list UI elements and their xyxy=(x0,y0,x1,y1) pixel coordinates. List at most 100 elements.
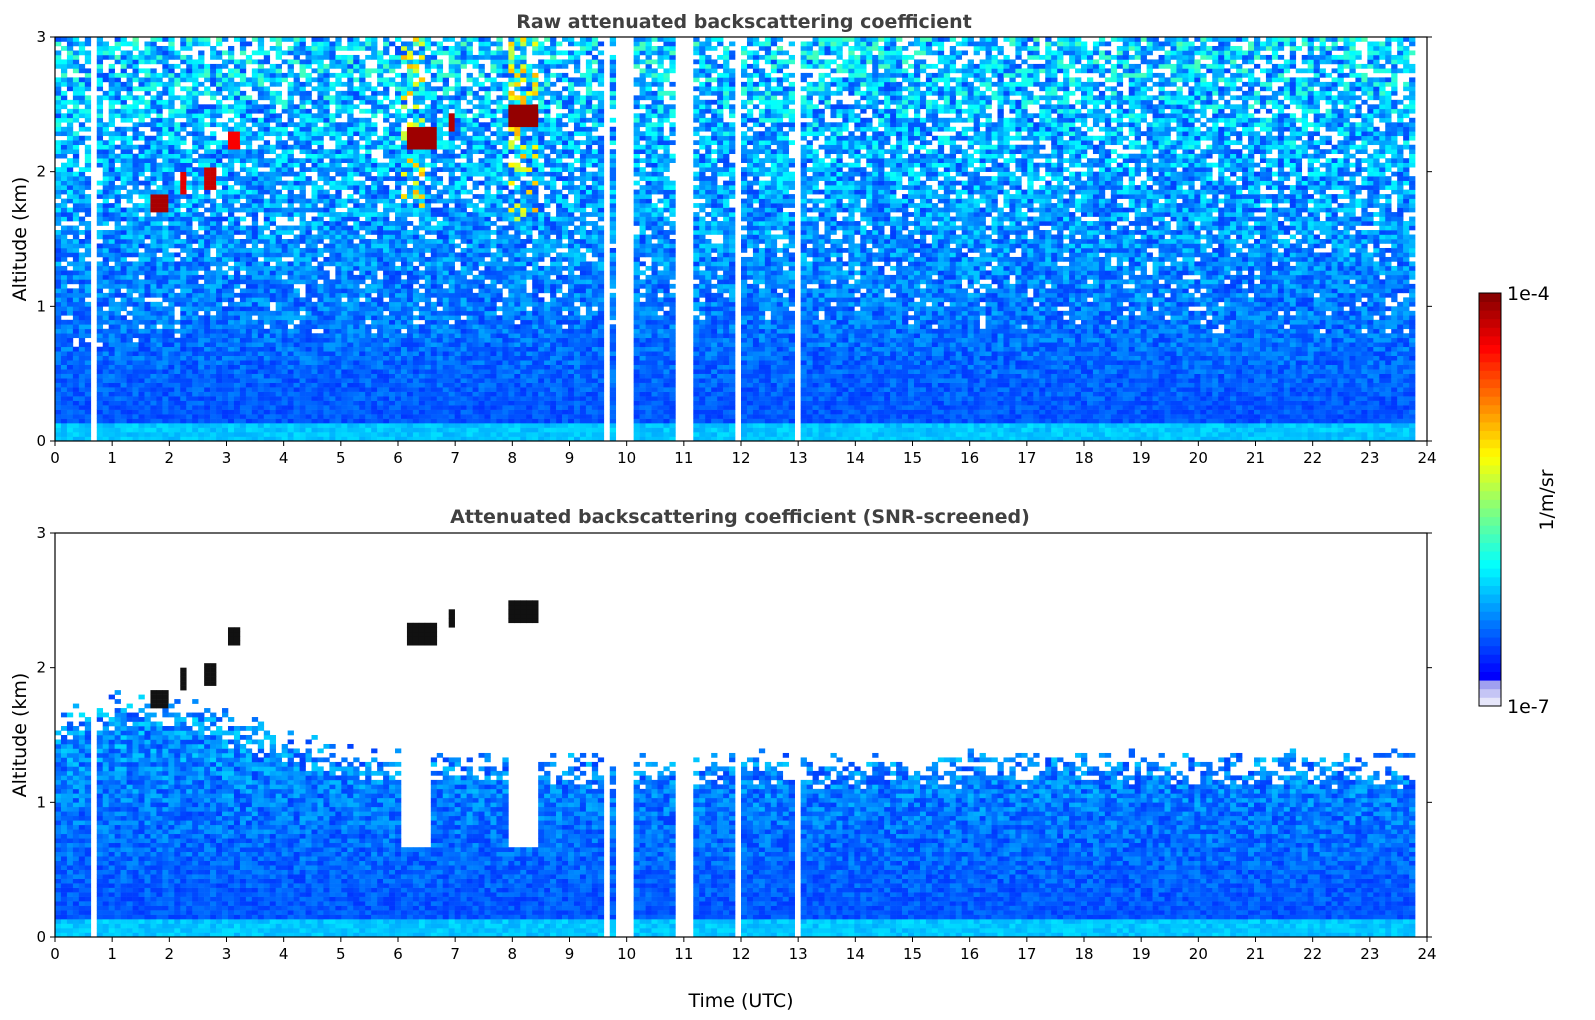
heatmap-cell xyxy=(121,257,127,262)
heatmap-cell xyxy=(55,82,61,87)
heatmap-cell xyxy=(103,127,109,132)
heatmap-cell xyxy=(73,217,79,222)
heatmap-cell xyxy=(121,100,127,105)
heatmap-cell xyxy=(103,356,109,361)
heatmap-cell xyxy=(67,82,73,87)
heatmap-cell xyxy=(79,199,85,204)
heatmap-cell xyxy=(55,127,61,132)
heatmap-cell xyxy=(103,181,109,186)
heatmap-cell xyxy=(121,59,127,64)
heatmap-cell xyxy=(115,73,121,78)
heatmap-cell xyxy=(67,127,73,132)
heatmap-cell xyxy=(115,41,121,46)
heatmap-cell xyxy=(79,122,85,127)
heatmap-cell xyxy=(115,405,121,410)
heatmap-cell xyxy=(55,374,61,379)
heatmap-cell xyxy=(103,378,109,383)
heatmap-cell xyxy=(79,185,85,190)
heatmap-cell xyxy=(109,145,115,150)
heatmap-cell xyxy=(55,320,61,325)
heatmap-cell xyxy=(97,136,103,141)
heatmap-cell xyxy=(109,365,115,370)
heatmap-cell xyxy=(73,266,79,271)
heatmap-cell xyxy=(109,73,115,78)
heatmap-cell xyxy=(67,230,73,235)
heatmap-cell xyxy=(61,356,67,361)
heatmap-cell xyxy=(61,149,67,154)
heatmap-cell xyxy=(133,226,139,231)
heatmap-cell xyxy=(61,248,67,253)
heatmap-cell xyxy=(103,320,109,325)
heatmap-cell xyxy=(85,347,91,352)
heatmap-cell xyxy=(61,104,67,109)
heatmap-cell xyxy=(127,145,133,150)
heatmap-cell xyxy=(121,167,127,172)
heatmap-cell xyxy=(121,279,127,284)
heatmap-cell xyxy=(67,297,73,302)
heatmap-cell xyxy=(85,329,91,334)
heatmap-cell xyxy=(55,387,61,392)
heatmap-cell xyxy=(73,252,79,257)
heatmap-cell xyxy=(103,73,109,78)
heatmap-cell xyxy=(109,414,115,419)
heatmap-cell xyxy=(73,432,79,437)
heatmap-cell xyxy=(79,77,85,82)
heatmap-cell xyxy=(133,270,139,275)
heatmap-cell xyxy=(103,172,109,177)
heatmap-cell xyxy=(55,423,61,428)
heatmap-cell xyxy=(67,46,73,51)
heatmap-cell xyxy=(109,172,115,177)
heatmap-cell xyxy=(127,127,133,132)
heatmap-cell xyxy=(121,140,127,145)
heatmap-cell xyxy=(79,288,85,293)
heatmap-cell xyxy=(61,73,67,78)
heatmap-cell xyxy=(115,338,121,343)
heatmap-cell xyxy=(73,185,79,190)
heatmap-cell xyxy=(73,235,79,240)
heatmap-cell xyxy=(79,356,85,361)
heatmap-cell xyxy=(109,302,115,307)
heatmap-cell xyxy=(73,414,79,419)
heatmap-cell xyxy=(73,351,79,356)
heatmap-cell xyxy=(97,338,103,343)
heatmap-cell xyxy=(109,311,115,316)
heatmap-cell xyxy=(103,190,109,195)
heatmap-cell xyxy=(73,315,79,320)
heatmap-cell xyxy=(115,257,121,262)
heatmap-cell xyxy=(73,369,79,374)
heatmap-cell xyxy=(109,239,115,244)
heatmap-cell xyxy=(97,109,103,114)
heatmap-cell xyxy=(133,284,139,289)
heatmap-cell xyxy=(127,190,133,195)
heatmap-cell xyxy=(67,194,73,199)
heatmap-cell xyxy=(55,59,61,64)
heatmap-cell xyxy=(97,68,103,73)
heatmap-cell xyxy=(79,64,85,69)
heatmap-cell xyxy=(97,203,103,208)
heatmap-cell xyxy=(121,306,127,311)
heatmap-cell xyxy=(97,410,103,415)
heatmap-cell xyxy=(79,279,85,284)
heatmap-cell xyxy=(103,176,109,181)
heatmap-cell xyxy=(85,414,91,419)
heatmap-cell xyxy=(133,365,139,370)
heatmap-cell xyxy=(85,279,91,284)
heatmap-cell xyxy=(109,185,115,190)
heatmap-cell xyxy=(55,181,61,186)
heatmap-cell xyxy=(73,77,79,82)
heatmap-cell xyxy=(109,338,115,343)
heatmap-cell xyxy=(85,315,91,320)
heatmap-cell xyxy=(115,432,121,437)
heatmap-cell xyxy=(133,230,139,235)
heatmap-cell xyxy=(55,266,61,271)
heatmap-cell xyxy=(55,185,61,190)
heatmap-cell xyxy=(79,428,85,433)
heatmap-cell xyxy=(127,235,133,240)
heatmap-cell xyxy=(115,356,121,361)
heatmap-cell xyxy=(115,226,121,231)
heatmap-cell xyxy=(61,181,67,186)
heatmap-cell xyxy=(127,401,133,406)
heatmap-cell xyxy=(97,261,103,266)
heatmap-cell xyxy=(133,419,139,424)
heatmap-cell xyxy=(121,324,127,329)
